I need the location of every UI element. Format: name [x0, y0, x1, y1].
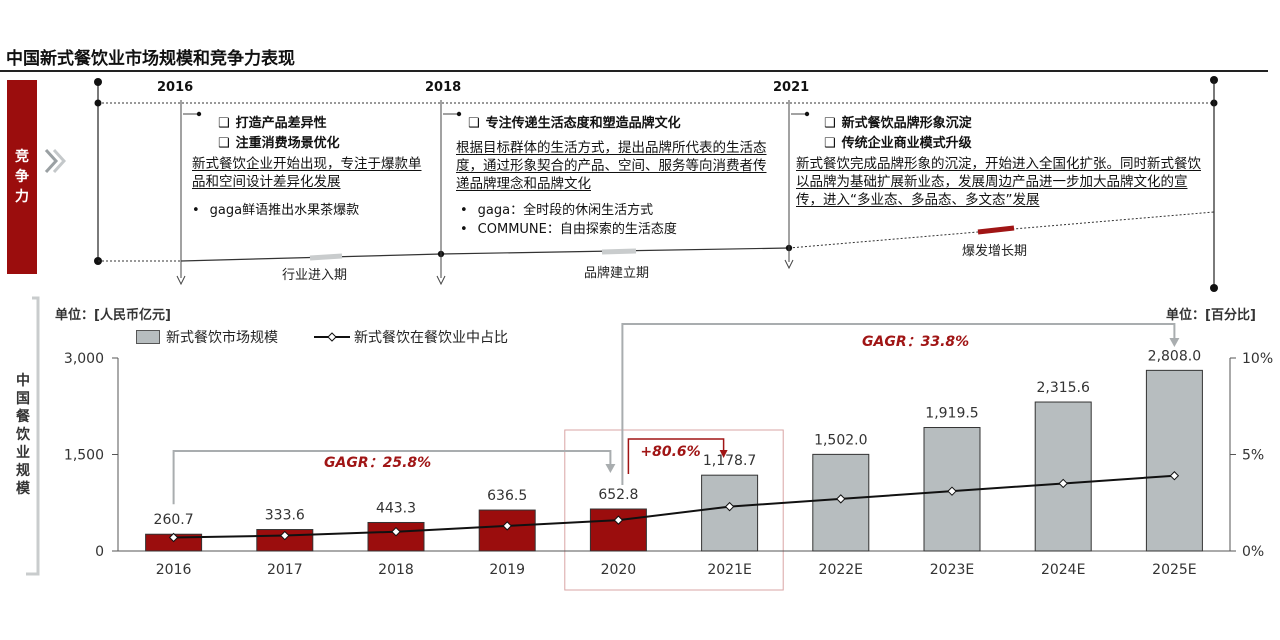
bar: [701, 474, 759, 552]
value-labels: 260.7 333.6 443.3 636.5 652.8 1,178.7 1,502.0 1…: [154, 348, 1202, 528]
competitiveness-sidebar: 竞争力: [7, 80, 37, 274]
y-tick-label: 1,500: [64, 448, 104, 464]
chevron-right-icon: [44, 148, 66, 174]
x-tick-label: 2019: [489, 562, 525, 578]
share-point: [613, 515, 624, 525]
phase1-bullet: gaga鲜语推出水果茶爆款: [192, 201, 430, 220]
bar-series: [145, 369, 1203, 552]
share-point: [1058, 478, 1068, 489]
bar-value-label: 1,919.5: [925, 406, 978, 422]
phase3-point: 新式餐饮品牌形象沉淀: [824, 114, 1214, 134]
chart-legend: 新式餐饮市场规模 新式餐饮在餐饮业中占比: [136, 327, 508, 347]
growth-label: +80.6%: [640, 444, 700, 460]
y-tick-label: 0: [95, 544, 104, 560]
share-point: [168, 532, 179, 543]
cagr2-arrowhead: [1169, 338, 1180, 347]
bar-value-label: 652.8: [598, 487, 638, 503]
cagr2-bracket: [621, 323, 1176, 486]
x-tick-label: 2023E: [930, 562, 974, 578]
chart-annotations: GAGR：25.8% GAGR：33.8% +80.6%: [172, 323, 1180, 591]
timeline-year-2021: 2021: [773, 80, 810, 95]
growth-arrowhead: [719, 450, 728, 458]
x-tick-label: 2018: [378, 562, 414, 578]
x-tick-label: 2021E: [707, 562, 751, 578]
phase3-block: 新式餐饮品牌形象沉淀 传统企业商业模式升级 新式餐饮完成品牌形象的沉淀，开始进入…: [796, 114, 1214, 209]
cagr1-label: GAGR：25.8%: [324, 455, 431, 471]
timeline-year-2016: 2016: [157, 80, 194, 95]
bar-value-label: 2,808.0: [1148, 348, 1201, 364]
bar: [589, 508, 647, 552]
page-title: 中国新式餐饮业市场规模和竞争力表现: [6, 49, 295, 69]
bar-value-label: 443.3: [376, 500, 416, 516]
sidebar-label: 竞争力: [15, 149, 29, 205]
x-tick-label: 2025E: [1152, 562, 1196, 578]
phase1-point: 注重消费场景优化: [218, 134, 430, 154]
bar-value-label: 260.7: [154, 512, 194, 528]
phase1-point: 打造产品差异性: [218, 114, 430, 134]
bar: [1034, 401, 1092, 552]
bar: [1145, 369, 1203, 552]
phase2-point: 专注传递生活态度和塑造品牌文化: [468, 114, 774, 134]
share-point: [836, 494, 846, 504]
y2-tick-label: 10%: [1242, 351, 1273, 367]
chart-axes: 3,000 1,500 0 10% 5% 0% 2016 2017 2018 2019 2020 20…: [64, 351, 1273, 578]
share-line: [173, 474, 1175, 539]
title-rule: [0, 70, 1268, 72]
share-point: [391, 526, 401, 537]
y-tick-label: 3,000: [64, 351, 104, 367]
bar: [367, 521, 425, 552]
share-point: [1169, 471, 1180, 481]
stage-label-growth: 爆发增长期: [962, 244, 1028, 259]
legend-bar-label: 新式餐饮市场规模: [166, 330, 278, 346]
x-tick-label: 2024E: [1041, 562, 1085, 578]
x-tick-label: 2020: [601, 562, 637, 578]
bar-value-label: 2,315.6: [1036, 380, 1090, 396]
phase2-desc: 根据目标群体的生活方式，提出品牌所代表的生活态度，通过形象契合的产品、空间、服务…: [456, 140, 767, 192]
phase1-desc: 新式餐饮企业开始出现，专注于爆款单品和空间设计差异化发展: [192, 156, 422, 190]
phase2-bullet: gaga：全时段的休闲生活方式: [460, 201, 774, 220]
legend-line-label: 新式餐饮在餐饮业中占比: [354, 330, 508, 346]
phase2-block: 专注传递生活态度和塑造品牌文化 根据目标群体的生活方式，提出品牌所代表的生活态度…: [456, 114, 774, 239]
timeline-frame: [94, 76, 1218, 292]
phase2-bullet: COMMUNE：自由探索的生活态度: [460, 220, 774, 239]
y2-tick-label: 0%: [1242, 544, 1264, 560]
y-axis-title: 中国餐饮业规模: [16, 373, 30, 497]
highlight-box: [564, 429, 784, 591]
share-point: [502, 521, 512, 531]
x-tick-label: 2022E: [819, 562, 863, 578]
cagr2-label: GAGR：33.8%: [862, 334, 969, 350]
stage-label-brand: 品牌建立期: [584, 266, 650, 281]
share-line-series: [168, 471, 1180, 543]
right-unit-label: 单位：[百分比]: [1166, 308, 1256, 323]
phase1-block: 打造产品差异性 注重消费场景优化 新式餐饮企业开始出现，专注于爆款单品和空间设计…: [192, 114, 430, 220]
bar-value-label: 636.5: [487, 488, 527, 504]
share-point: [280, 530, 290, 541]
x-tick-label: 2017: [267, 562, 303, 578]
legend-line-swatch: [314, 332, 350, 342]
phase3-desc: 新式餐饮完成品牌形象的沉淀，开始进入全国化扩张。同时新式餐饮以品牌为基础扩展新业…: [796, 156, 1201, 208]
cagr1-bracket: [172, 450, 612, 505]
chart-side-bracket: [26, 296, 40, 576]
legend-bar-swatch: [136, 330, 160, 344]
stage-label-entry: 行业进入期: [282, 268, 348, 283]
growth-bracket: [627, 438, 725, 474]
y2-tick-label: 5%: [1242, 448, 1264, 464]
bar-value-label: 333.6: [265, 508, 305, 524]
share-point: [947, 486, 957, 496]
phase3-point: 传统企业商业模式升级: [824, 134, 1214, 154]
cagr1-arrowhead: [605, 464, 616, 473]
x-tick-label: 2016: [156, 562, 192, 578]
bar-value-label: 1,502.0: [814, 432, 867, 448]
share-point: [724, 501, 735, 512]
bar-value-label: 1,178.7: [703, 453, 756, 469]
left-unit-label: 单位：[人民币亿元]: [55, 308, 171, 323]
timeline-year-2018: 2018: [425, 80, 462, 95]
